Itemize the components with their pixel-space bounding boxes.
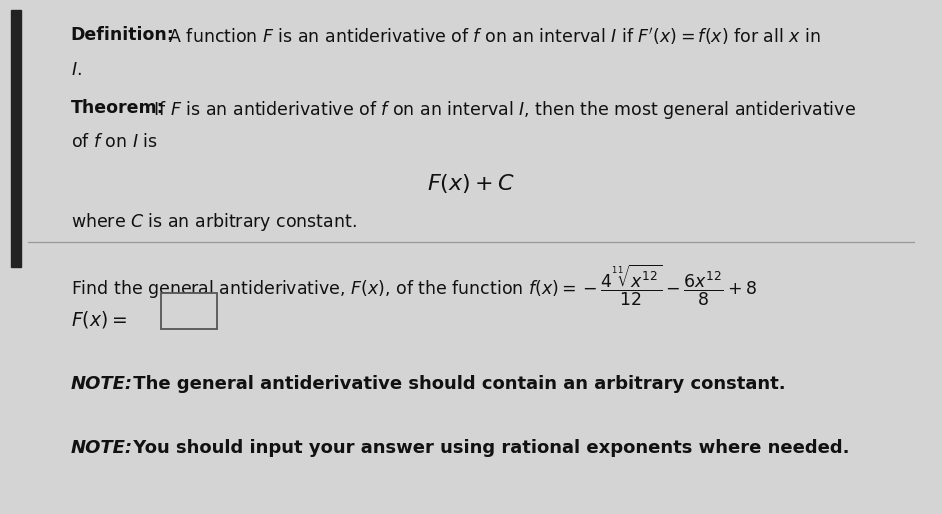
Text: where $C$ is an arbitrary constant.: where $C$ is an arbitrary constant. — [71, 211, 356, 233]
Bar — [11, 10, 21, 267]
Text: Theorem:: Theorem: — [71, 99, 165, 117]
Text: The general antiderivative should contain an arbitrary constant.: The general antiderivative should contai… — [127, 375, 786, 393]
Text: NOTE:: NOTE: — [71, 439, 133, 457]
Text: of $f$ on $I$ is: of $f$ on $I$ is — [71, 133, 157, 151]
Text: $F(x) =$: $F(x) =$ — [71, 309, 126, 331]
Text: A function $F$ is an antiderivative of $f$ on an interval $I$ if $F'(x) = f(x)$ : A function $F$ is an antiderivative of $… — [163, 26, 820, 47]
Text: $I.$: $I.$ — [71, 61, 81, 79]
Text: Definition:: Definition: — [71, 26, 174, 44]
FancyBboxPatch shape — [161, 293, 217, 329]
Text: NOTE:: NOTE: — [71, 375, 133, 393]
Text: If $F$ is an antiderivative of $f$ on an interval $I$, then the most general ant: If $F$ is an antiderivative of $f$ on an… — [148, 99, 856, 121]
Text: Find the general antiderivative, $F(x)$, of the function $f(x) = -\dfrac{4\sqrt[: Find the general antiderivative, $F(x)$,… — [71, 262, 756, 307]
Text: $F(x) + C$: $F(x) + C$ — [427, 172, 515, 195]
Text: You should input your answer using rational exponents where needed.: You should input your answer using ratio… — [127, 439, 850, 457]
